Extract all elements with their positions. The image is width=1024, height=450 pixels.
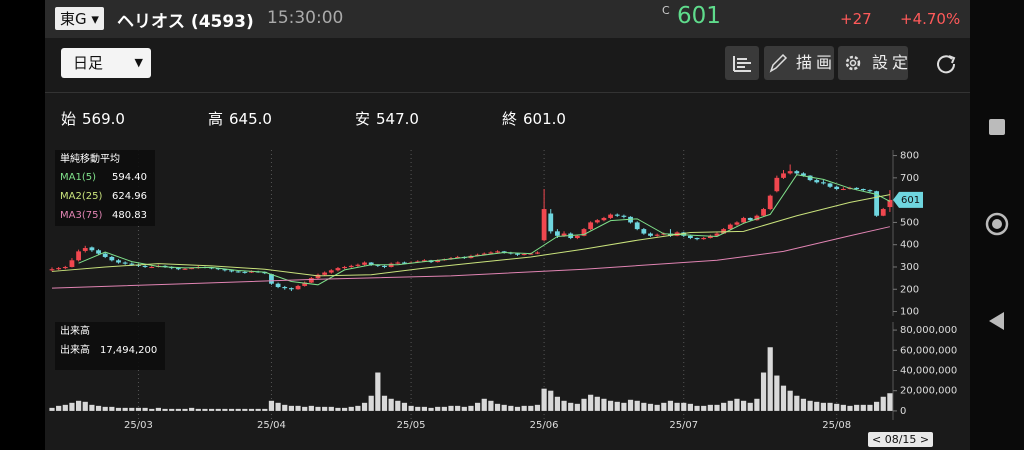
settings-button[interactable]: 設定 [838,46,908,80]
refresh-button[interactable] [933,50,959,76]
ohlc-value: 601.0 [523,110,566,128]
market: 東G [60,10,87,28]
ohlc-value: 547.0 [376,110,419,128]
time: 15:30:00 [267,8,344,28]
price: 601 [677,3,721,29]
ohlc-label: 高 [208,110,224,128]
gear-icon [845,55,861,71]
period: 日足 [73,54,104,72]
indicator-button[interactable] [725,46,759,80]
draw-label: 描画 [796,53,834,72]
back-button[interactable] [989,312,1004,330]
ohlc-item: 安 547.0 [355,108,419,129]
ohlc-item: 終 601.0 [502,108,566,129]
ohlc-item: 高 645.0 [208,108,272,129]
settings-label: 設定 [872,53,908,72]
ohlc-item: 始 569.0 [61,108,125,129]
period-select[interactable]: 日足 ▼ [61,48,151,78]
ohlc-label: 安 [355,110,371,128]
stock-name: ヘリオス (4593) [117,12,254,32]
home-dot [992,219,1002,229]
date-badge[interactable]: < 08/15 > [868,432,934,447]
top-bar: 東G ▾ ヘリオス (4593) 15:30:00 C 601 +27 +4.7… [45,0,970,38]
pencil-icon [769,53,788,73]
separator [45,92,970,93]
ohlc-value: 645.0 [229,110,272,128]
recent-button[interactable] [989,119,1005,135]
market-select[interactable]: 東G ▾ [55,7,104,30]
change: +27 [840,10,872,28]
ohlc-value: 569.0 [82,110,125,128]
home-button[interactable] [985,212,1009,236]
ohlc-label: 始 [61,110,77,128]
ohlc-label: 終 [502,110,518,128]
indicator-icon [733,56,751,72]
change-pct: +4.70% [900,10,961,28]
price-flag: C [662,4,670,17]
draw-button[interactable]: 描画 [764,46,834,80]
nav-bar [970,0,1024,450]
nav-icons [985,119,1009,330]
app: 東G ▾ ヘリオス (4593) 15:30:00 C 601 +27 +4.7… [45,0,970,450]
